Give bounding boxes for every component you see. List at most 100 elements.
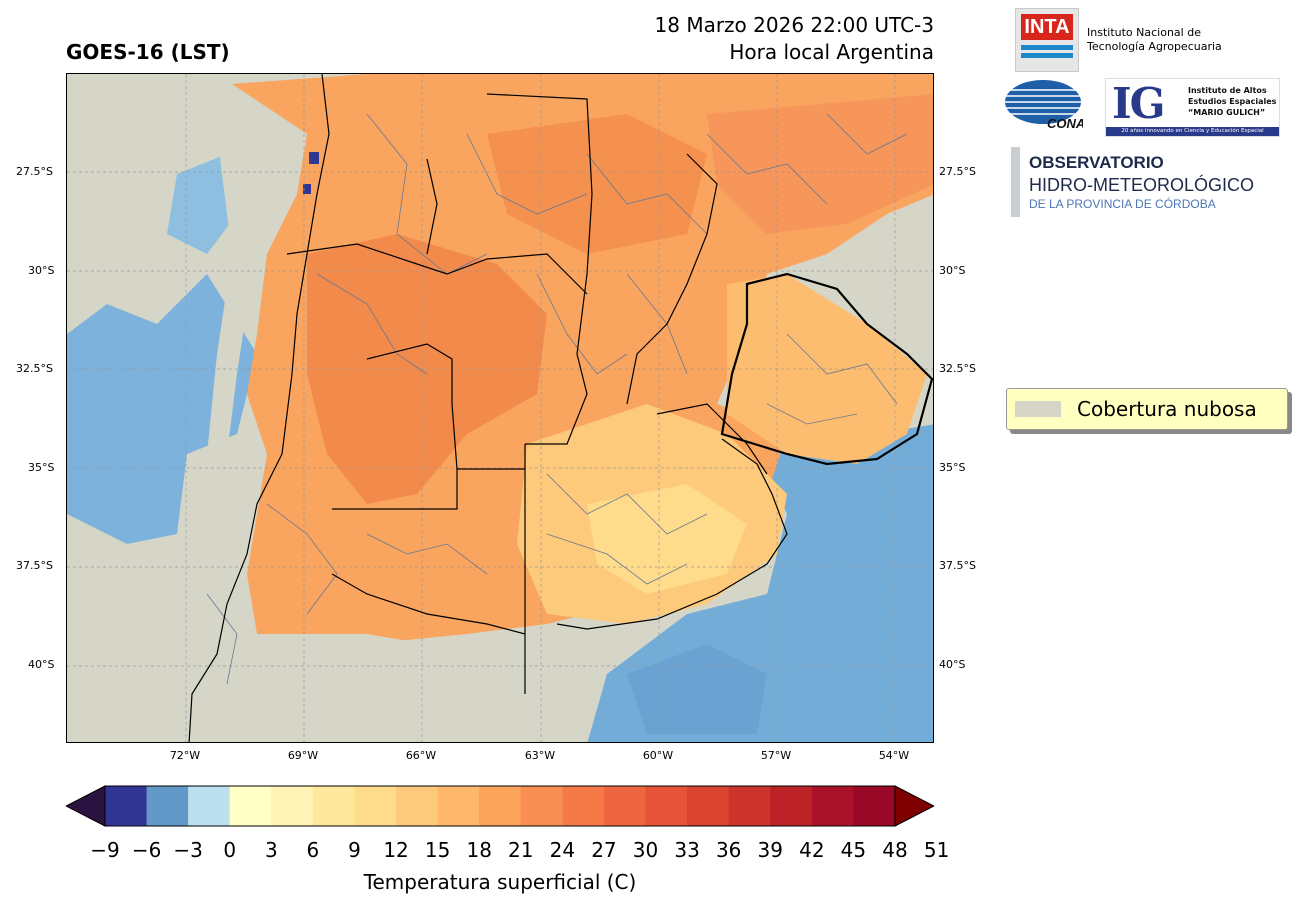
lat-label-left: 27.5°S [16,165,53,178]
colorbar-tick-label: −3 [173,838,203,862]
andes-cloud-strip [207,124,277,454]
ig-name-line: “MARIO GULICH” [1188,108,1266,117]
pacific-cold-patch [167,154,237,254]
colorbar-tick-label: 27 [591,838,617,862]
lat-label-left: 35°S [28,461,55,474]
inta-stripe [1021,53,1073,58]
lat-label-right: 32.5°S [939,362,976,375]
lon-label: 69°W [287,749,319,762]
colorbar-label: Temperatura superficial (C) [363,870,637,894]
map-panel [66,73,934,743]
colorbar-segment [271,786,314,826]
colorbar-segment [354,786,397,826]
colorbar-tick-label: 45 [840,838,867,862]
cold-spot [309,152,319,164]
ig-mark: IG [1112,79,1165,128]
colorbar-segment [437,786,480,826]
observatorio-province: DE LA PROVINCIA DE CÓRDOBA [1029,197,1216,211]
map-title: GOES-16 (LST) [66,40,230,64]
lat-label-right: 27.5°S [939,165,976,178]
colorbar-segment [562,786,605,826]
colorbar-segment [811,786,854,826]
department-boundaries [206,113,908,685]
colorbar-tick-label: 18 [466,838,492,862]
observatorio-subtitle: HIDRO-METEOROLÓGICO [1029,175,1255,195]
lat-label-left: 32.5°S [16,362,53,375]
lst-map [67,74,933,742]
legend-box: Cobertura nubosa [1006,388,1288,430]
ig-name-line: Instituto de Altos [1188,86,1267,95]
colorbar [64,785,936,831]
lat-label-right: 37.5°S [939,559,976,572]
colorbar-ticks: −9 −6 −3 0 3 6 9 12 15 18 21 24 27 30 33 36 39 42 45 48 51 [0,838,1301,866]
local-time-text: Hora local Argentina [729,40,934,64]
ig-band: 20 años innovando en Ciencia y Educación… [1106,127,1279,136]
lat-label-left: 37.5°S [16,559,53,572]
colorbar-tick-label: −6 [131,838,162,862]
colorbar-under-triangle [64,785,106,827]
colorbar-segment [105,786,148,826]
colorbar-segment [479,786,522,826]
ig-logo: IG Instituto de Altos Estudios Espaciale… [1105,78,1280,137]
colorbar-tick-label: 24 [549,838,576,862]
cloud-cover-swatch [1015,401,1061,417]
colorbar-tick-label: 3 [264,838,278,862]
colorbar-tick-label: −9 [90,838,120,862]
colorbar-tick-label: 42 [799,838,825,862]
land-warm-northeast [707,94,933,234]
observatorio-title: OBSERVATORIO [1029,153,1164,172]
colorbar-segment [520,786,563,826]
south-cloud-area [187,634,587,742]
pacific-cold-area [67,274,257,544]
colorbar-tick-label: 48 [882,838,908,862]
colorbar-segment [396,786,439,826]
colorbar-tick-label: 39 [757,838,783,862]
lat-label-left: 40°S [28,658,55,671]
colorbar-segment [687,786,730,826]
colorbar-segment [188,786,231,826]
land-cool-area [587,484,747,594]
conae-logo: CONAE [1005,80,1094,131]
uruguay-border [720,272,933,466]
colorbar-segment [728,786,771,826]
inta-name-line: Tecnología Agropecuaria [1087,40,1222,53]
lon-label: 72°W [169,749,201,762]
datetime-text: 18 Marzo 2026 22:00 UTC-3 [654,13,934,37]
colorbar-tick-label: 12 [383,838,409,862]
map-datetime-block: 18 Marzo 2026 22:00 UTC-3 Hora local Arg… [655,12,934,66]
inta-name: Instituto Nacional de Tecnología Agropec… [1087,26,1222,54]
colorbar-tick-label: 0 [223,838,237,862]
colorbar-segment [853,786,896,826]
atlantic-cold-patch [627,644,767,734]
colorbar-tick-label: 9 [348,838,361,862]
colorbar-tick-label: 15 [424,838,451,862]
colorbar-tick-label: 6 [306,838,320,862]
lat-label-right: 40°S [939,658,966,671]
coastline [556,438,788,630]
ig-name-line: Estudios Espaciales [1188,97,1277,106]
colorbar-segment [603,786,647,826]
lon-label: 66°W [405,749,437,762]
lat-label-right: 30°S [939,264,966,277]
colorbar-tick-label: 21 [508,838,534,862]
graticule [67,74,933,742]
colorbar-segment [770,786,813,826]
colorbar-outline [104,785,896,827]
colorbar-svg [64,785,936,827]
colorbar-segment [229,786,272,826]
conae-text: CONAE [1047,116,1083,130]
inta-mark: INTA [1021,14,1073,40]
lon-label: 57°W [760,749,792,762]
colorbar-tick-label: 30 [632,838,659,862]
observatorio-bar [1011,147,1020,217]
colorbar-tick-label: 36 [715,838,742,862]
inta-name-line: Instituto Nacional de [1087,26,1201,39]
inta-stripe [1021,45,1073,50]
province-borders [188,74,768,742]
colorbar-over-triangle [894,785,936,827]
lon-label: 60°W [642,749,674,762]
legend-label: Cobertura nubosa [1077,397,1257,421]
cold-spot [303,184,311,194]
lat-label-right: 35°S [939,461,966,474]
lon-label: 63°W [524,749,556,762]
